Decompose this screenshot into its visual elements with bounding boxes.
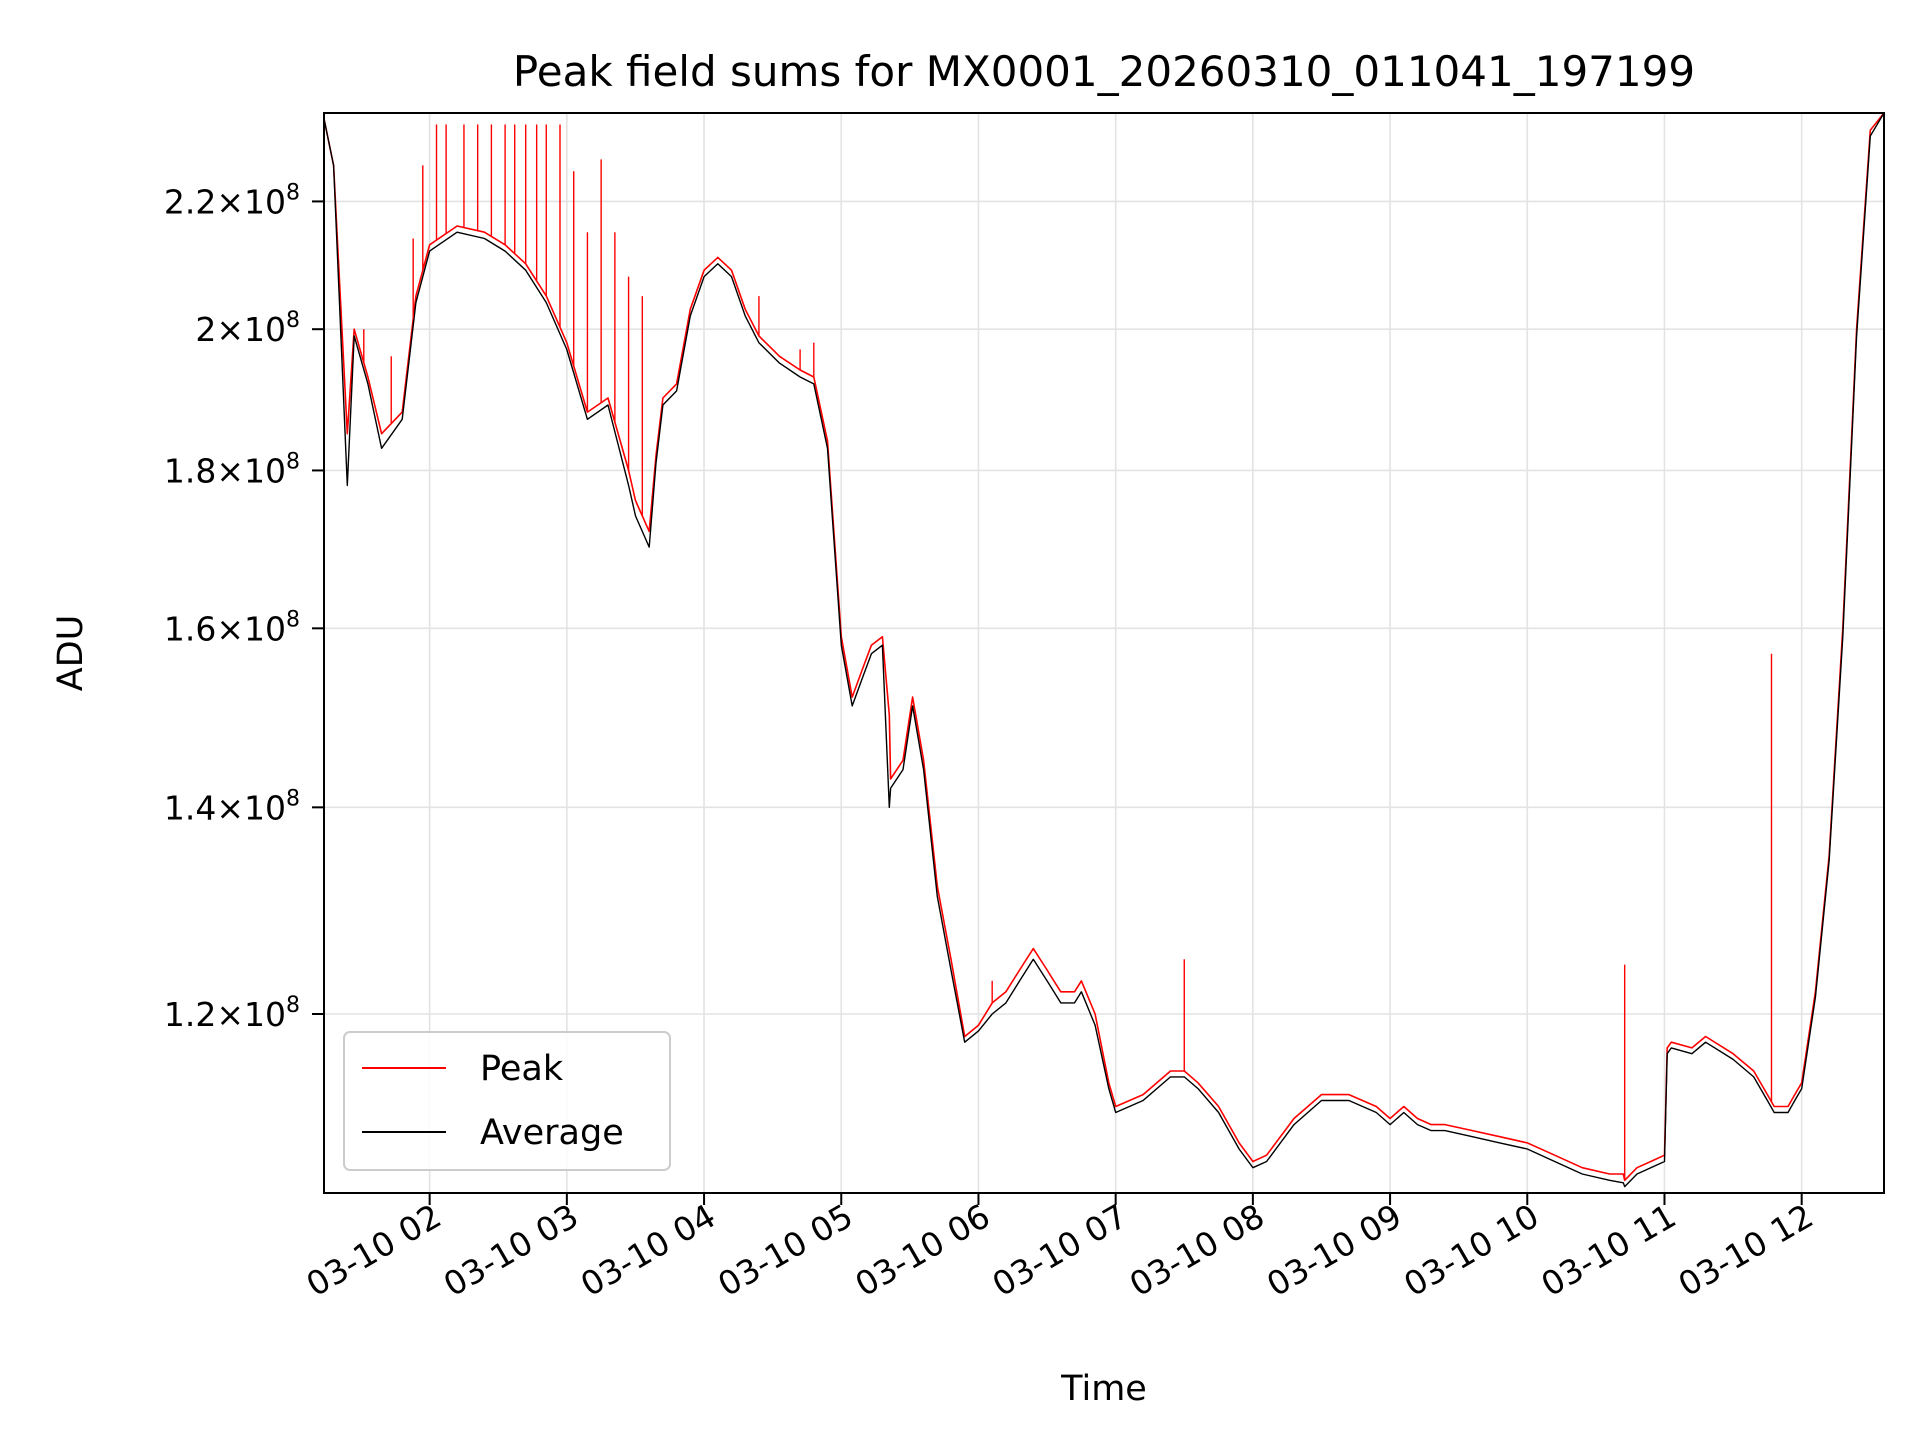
y-tick-mantissa: 1.2 bbox=[164, 995, 216, 1034]
y-tick-exponent: 8 bbox=[286, 786, 300, 811]
y-tick-label: 2×108 bbox=[195, 308, 300, 349]
legend-label-peak: Peak bbox=[480, 1049, 564, 1089]
series-line-peak bbox=[324, 113, 1884, 1182]
y-tick-exponent: 8 bbox=[286, 449, 300, 474]
y-tick-mantissa: 2.2 bbox=[164, 182, 216, 221]
y-tick-mantissa: 2 bbox=[195, 310, 216, 349]
y-tick-exponent: 8 bbox=[286, 308, 300, 333]
plot-frame bbox=[323, 112, 1885, 1194]
y-tick-label: 1.2×108 bbox=[164, 993, 300, 1034]
y-tick-exponent: 8 bbox=[286, 180, 300, 205]
grid bbox=[324, 113, 1884, 1193]
y-tick-label: 1.8×108 bbox=[164, 449, 300, 490]
chart-title: Peak field sums for MX0001_20260310_0110… bbox=[513, 47, 1695, 96]
y-axis-ticks: 1.2×108 1.4×108 1.6×108 1.8×108 2×108 2.2×108 bbox=[164, 180, 324, 1034]
y-axis-label: ADU bbox=[51, 615, 91, 692]
legend-box bbox=[343, 1031, 671, 1171]
y-tick-label: 1.4×108 bbox=[164, 786, 300, 827]
y-tick-mantissa: 1.4 bbox=[164, 788, 216, 827]
y-tick-exponent: 8 bbox=[286, 993, 300, 1018]
y-tick-label: 2.2×108 bbox=[164, 180, 300, 221]
x-axis-label: Time bbox=[1060, 1369, 1147, 1409]
series-line-average bbox=[324, 113, 1884, 1188]
legend: Peak Average bbox=[343, 1031, 671, 1171]
legend-label-average: Average bbox=[480, 1113, 624, 1153]
y-tick-label: 1.6×108 bbox=[164, 607, 300, 648]
y-tick-mantissa: 1.6 bbox=[164, 609, 216, 648]
y-tick-mantissa: 1.8 bbox=[164, 451, 216, 490]
series-layer bbox=[324, 113, 1884, 1188]
y-tick-exponent: 8 bbox=[286, 607, 300, 632]
